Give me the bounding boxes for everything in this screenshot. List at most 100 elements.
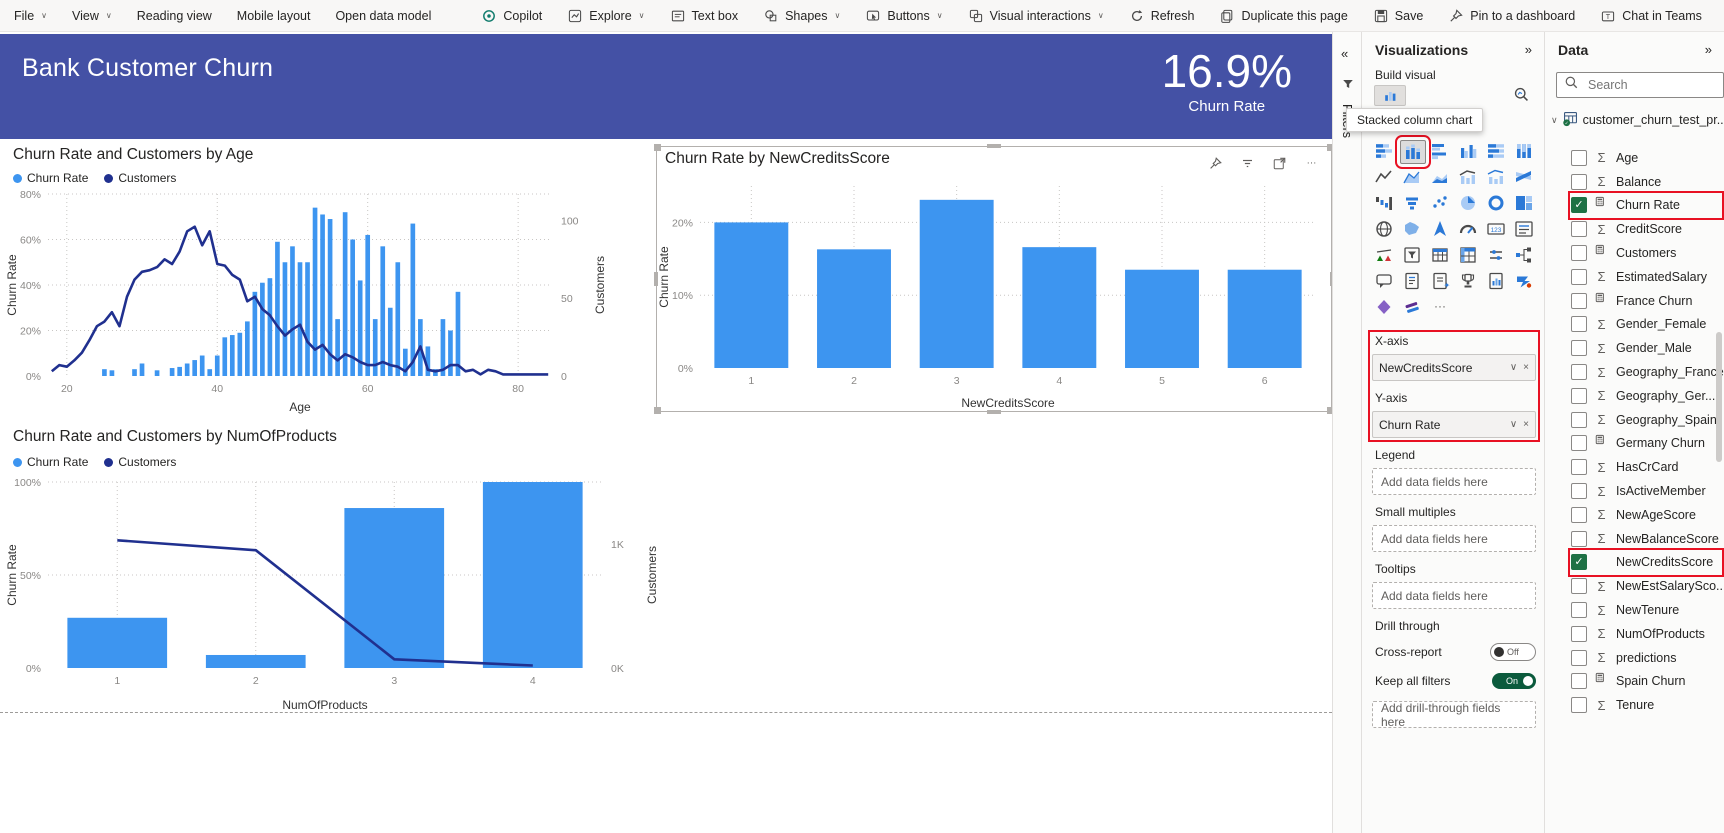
field-checkbox[interactable] bbox=[1571, 149, 1587, 166]
field-checkbox[interactable] bbox=[1571, 387, 1587, 404]
field-checkbox[interactable] bbox=[1571, 625, 1587, 642]
field-checkbox[interactable] bbox=[1571, 292, 1587, 309]
visual-type-slicer-icon[interactable] bbox=[1400, 244, 1424, 266]
field-pill-newcreditsscore[interactable]: NewCreditsScore ∨ × bbox=[1372, 354, 1536, 381]
remove-field-icon[interactable]: × bbox=[1523, 419, 1529, 430]
menu-item-shapes[interactable]: Shapes ∨ bbox=[763, 8, 840, 24]
visual-churn-by-age[interactable]: Churn Rate and Customers by Age Churn Ra… bbox=[4, 142, 612, 416]
visual-type-table-icon[interactable] bbox=[1428, 244, 1452, 266]
menu-item-copilot[interactable]: Copilot bbox=[481, 8, 542, 24]
field-row-balance[interactable]: Σ Balance bbox=[1571, 170, 1721, 194]
visual-churn-by-newcreditsscore[interactable]: Churn Rate by NewCreditsScore ··· 0% 10% 2… bbox=[654, 144, 1334, 414]
field-row-hascrcard[interactable]: Σ HasCrCard bbox=[1571, 455, 1721, 479]
focus-mode-icon[interactable] bbox=[1270, 154, 1288, 172]
field-checkbox[interactable] bbox=[1571, 316, 1587, 333]
chart-plot[interactable]: 0% 20% 40% 60% 80% 0 50 100 20 40 60 80 Age Churn Rat… bbox=[4, 189, 612, 421]
visual-type-more-visuals-icon[interactable]: ··· bbox=[1428, 296, 1452, 318]
chevron-down-icon[interactable]: ∨ bbox=[1551, 114, 1558, 125]
field-checkbox[interactable] bbox=[1571, 649, 1587, 666]
legend-item[interactable]: Customers bbox=[104, 455, 176, 469]
menu-item-mobile-layout[interactable]: Mobile layout bbox=[237, 9, 311, 23]
menu-item-pin-to-a-dashboard[interactable]: Pin to a dashboard bbox=[1448, 8, 1575, 24]
tab-build-visual[interactable] bbox=[1374, 85, 1406, 106]
menu-item-open-data-model[interactable]: Open data model bbox=[335, 9, 431, 23]
field-row-geography-france[interactable]: Σ Geography_France bbox=[1571, 360, 1724, 384]
pin-visual-icon[interactable] bbox=[1206, 154, 1224, 172]
empty-well[interactable]: Add data fields here bbox=[1372, 582, 1536, 609]
field-row-newtenure[interactable]: Σ NewTenure bbox=[1571, 598, 1721, 622]
field-checkbox[interactable] bbox=[1571, 673, 1587, 690]
field-row-age[interactable]: Σ Age bbox=[1571, 146, 1721, 170]
visual-type-100-stacked-column-chart-icon[interactable] bbox=[1512, 140, 1536, 162]
chevron-down-icon[interactable]: ∨ bbox=[1509, 419, 1518, 430]
visual-type-map-icon[interactable] bbox=[1372, 218, 1396, 240]
field-row-germany-churn[interactable]: Germany Churn bbox=[1571, 432, 1721, 456]
filters-pane-collapsed[interactable]: « Filters bbox=[1332, 32, 1362, 833]
visual-type-stacked-area-chart-icon[interactable] bbox=[1428, 166, 1452, 188]
visual-type-decomposition-tree-icon[interactable] bbox=[1512, 244, 1536, 266]
visual-type-arcgis-map-icon[interactable] bbox=[1400, 296, 1424, 318]
visual-type-smart-narrative-icon[interactable] bbox=[1400, 270, 1424, 292]
field-checkbox[interactable]: ✓ bbox=[1571, 554, 1587, 571]
collapse-data-icon[interactable]: » bbox=[1704, 42, 1712, 57]
field-row-isactivemember[interactable]: Σ IsActiveMember bbox=[1571, 479, 1721, 503]
resize-handle-bottom-left[interactable] bbox=[654, 407, 661, 414]
field-checkbox[interactable] bbox=[1571, 340, 1587, 357]
visual-type-100-stacked-bar-chart-icon[interactable] bbox=[1484, 140, 1508, 162]
visual-type-power-apps-icon[interactable] bbox=[1372, 296, 1396, 318]
field-row-newcreditsscore[interactable]: ✓ NewCreditsScore bbox=[1568, 547, 1724, 578]
field-row-customers[interactable]: Customers bbox=[1571, 241, 1721, 265]
visual-type-treemap-icon[interactable] bbox=[1512, 192, 1536, 214]
field-checkbox[interactable] bbox=[1571, 268, 1587, 285]
resize-handle-top[interactable] bbox=[987, 144, 1001, 148]
visual-type-donut-chart-icon[interactable] bbox=[1484, 192, 1508, 214]
visual-type-ribbon-chart-icon[interactable] bbox=[1512, 166, 1536, 188]
field-search-box[interactable] bbox=[1556, 72, 1724, 98]
visual-type-pie-chart-icon[interactable] bbox=[1456, 192, 1480, 214]
visual-type-stacked-bar-chart-icon[interactable] bbox=[1372, 140, 1396, 162]
visual-type-metrics-icon[interactable] bbox=[1456, 270, 1480, 292]
report-canvas[interactable]: Bank Customer Churn 16.9% Churn Rate Chu… bbox=[0, 32, 1334, 833]
field-row-geography-spain[interactable]: Σ Geography_Spain bbox=[1571, 408, 1721, 432]
report-header-banner[interactable]: Bank Customer Churn 16.9% Churn Rate bbox=[0, 34, 1332, 139]
field-checkbox[interactable] bbox=[1571, 506, 1587, 523]
field-row-tenure[interactable]: Σ Tenure bbox=[1571, 693, 1721, 717]
field-checkbox[interactable] bbox=[1571, 435, 1587, 452]
field-row-newbalancescore[interactable]: Σ NewBalanceScore bbox=[1571, 527, 1721, 551]
field-row-estimatedsalary[interactable]: Σ EstimatedSalary bbox=[1571, 265, 1721, 289]
legend-item[interactable]: Churn Rate bbox=[13, 455, 88, 469]
field-row-france-churn[interactable]: France Churn bbox=[1571, 289, 1721, 313]
menu-item-refresh[interactable]: Refresh bbox=[1129, 8, 1194, 24]
field-checkbox[interactable] bbox=[1571, 483, 1587, 500]
legend-item[interactable]: Customers bbox=[104, 171, 176, 185]
chart-plot[interactable]: 0% 50% 100% 0K 1K 1 2 3 4 NumOfProducts Churn Rate… bbox=[4, 476, 664, 719]
resize-handle-bottom-right[interactable] bbox=[1327, 407, 1334, 414]
dataset-table-row[interactable]: ∨ ✓ customer_churn_test_pr... bbox=[1551, 110, 1724, 130]
remove-field-icon[interactable]: × bbox=[1523, 362, 1529, 373]
field-checkbox[interactable] bbox=[1571, 221, 1587, 238]
menu-item-reading-view[interactable]: Reading view bbox=[137, 9, 212, 23]
field-checkbox[interactable] bbox=[1571, 697, 1587, 714]
visual-type-power-automate-icon[interactable] bbox=[1512, 270, 1536, 292]
field-checkbox[interactable] bbox=[1571, 602, 1587, 619]
visual-type-multi-row-card-icon[interactable] bbox=[1512, 218, 1536, 240]
chart-plot[interactable]: 0% 10% 20% 1 2 3 4 5 6 NewCreditsScore Churn Rate bbox=[656, 172, 1332, 417]
resize-handle-top-left[interactable] bbox=[654, 144, 661, 151]
filter-visual-icon[interactable] bbox=[1238, 154, 1256, 172]
menu-item-file[interactable]: File ∨ bbox=[14, 9, 47, 23]
menu-item-explore[interactable]: Explore ∨ bbox=[567, 8, 645, 24]
visual-type-funnel-chart-icon[interactable] bbox=[1400, 192, 1424, 214]
visual-type-filled-map-icon[interactable] bbox=[1400, 218, 1424, 240]
data-pane-scrollbar[interactable] bbox=[1716, 332, 1722, 462]
analytics-search-icon[interactable] bbox=[1513, 86, 1530, 108]
collapse-visualizations-icon[interactable]: » bbox=[1524, 42, 1532, 57]
field-row-creditscore[interactable]: Σ CreditScore bbox=[1571, 217, 1721, 241]
field-row-churn-rate[interactable]: ✓ Churn Rate bbox=[1568, 190, 1724, 221]
visual-type-matrix-icon[interactable] bbox=[1456, 244, 1480, 266]
empty-well[interactable]: Add data fields here bbox=[1372, 525, 1536, 552]
visual-type-new-slicer-icon[interactable] bbox=[1484, 244, 1508, 266]
visual-type-waterfall-chart-icon[interactable] bbox=[1372, 192, 1396, 214]
visual-type-paginated-report-icon[interactable]: ✦ bbox=[1428, 270, 1452, 292]
visual-type-card-icon[interactable]: 123 bbox=[1484, 218, 1508, 240]
cross-report-toggle[interactable]: Off bbox=[1490, 643, 1536, 661]
